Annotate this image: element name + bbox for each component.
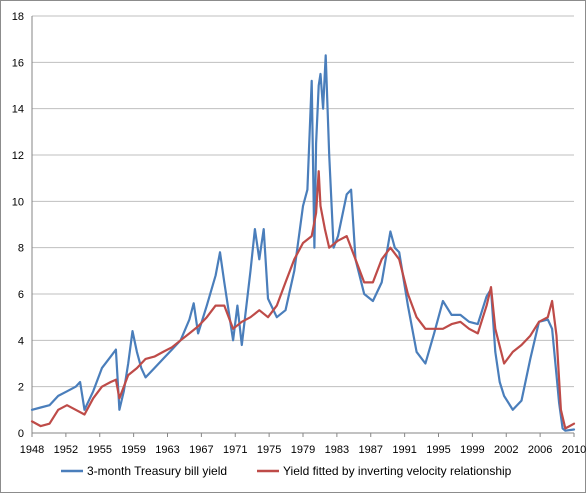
x-tick-label-1995: 1995 bbox=[426, 444, 450, 456]
x-tick-label-1963: 1963 bbox=[155, 444, 179, 456]
legend-label-1: 3-month Treasury bill yield bbox=[87, 464, 227, 478]
x-tick-label-1959: 1959 bbox=[121, 444, 145, 456]
x-tick-label-1991: 1991 bbox=[392, 444, 416, 456]
x-tick-label-2002: 2002 bbox=[494, 444, 518, 456]
y-tick-label-12: 12 bbox=[12, 150, 24, 162]
x-tick-label-1999: 1999 bbox=[460, 444, 484, 456]
y-tick-label-16: 16 bbox=[12, 57, 24, 69]
x-tick-label-1952: 1952 bbox=[54, 444, 78, 456]
x-tick-label-1967: 1967 bbox=[189, 444, 213, 456]
y-tick-label-10: 10 bbox=[12, 196, 24, 208]
x-tick-label-1948: 1948 bbox=[20, 444, 44, 456]
y-tick-label-4: 4 bbox=[18, 335, 24, 347]
x-tick-label-1987: 1987 bbox=[359, 444, 383, 456]
x-tick-label-1955: 1955 bbox=[88, 444, 112, 456]
y-tick-label-8: 8 bbox=[18, 243, 24, 255]
y-tick-label-14: 14 bbox=[12, 104, 24, 116]
y-tick-label-18: 18 bbox=[12, 11, 24, 23]
x-tick-label-1979: 1979 bbox=[291, 444, 315, 456]
x-tick-label-2006: 2006 bbox=[528, 444, 552, 456]
y-tick-label-2: 2 bbox=[18, 382, 24, 394]
x-tick-label-2010: 2010 bbox=[562, 444, 586, 456]
x-tick-label-1975: 1975 bbox=[257, 444, 281, 456]
x-tick-label-1971: 1971 bbox=[223, 444, 247, 456]
legend-label-2: Yield fitted by inverting velocity relat… bbox=[283, 464, 512, 478]
y-tick-label-6: 6 bbox=[18, 289, 24, 301]
x-tick-label-1983: 1983 bbox=[325, 444, 349, 456]
y-tick-label-0: 0 bbox=[18, 428, 24, 440]
series-line-2 bbox=[30, 170, 576, 430]
